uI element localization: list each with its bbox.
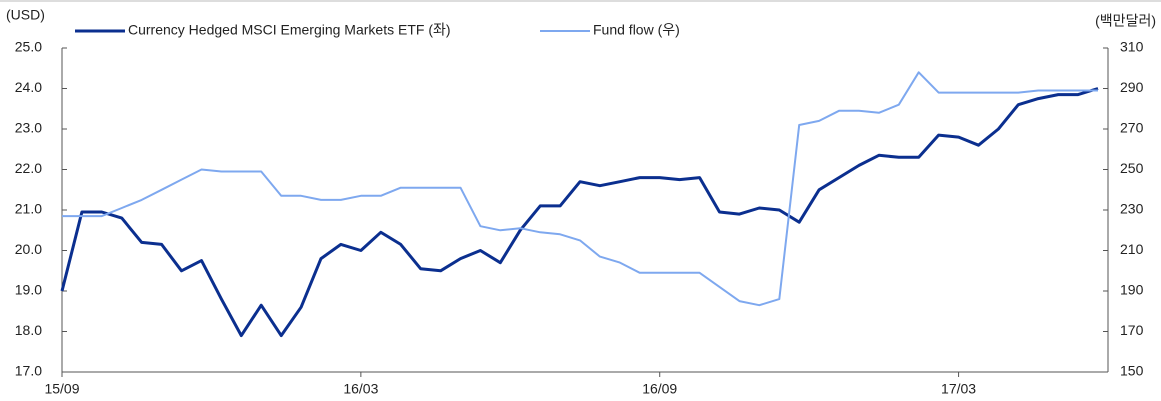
y2-tick-label: 310 — [1120, 39, 1144, 55]
y-tick-label: 18.0 — [15, 322, 42, 338]
y2-tick-label: 190 — [1120, 282, 1144, 298]
y-tick-label: 22.0 — [15, 160, 42, 176]
y-tick-label: 19.0 — [15, 282, 42, 298]
y2-tick-label: 170 — [1120, 322, 1144, 338]
y-tick-label: 24.0 — [15, 79, 42, 95]
series-line — [62, 71, 1098, 307]
y-tick-label: 20.0 — [15, 241, 42, 257]
y2-tick-label: 290 — [1120, 79, 1144, 95]
legend-label: Fund flow (우) — [593, 22, 680, 38]
y-tick-label: 23.0 — [15, 120, 42, 136]
y-tick-label: 25.0 — [15, 39, 42, 55]
series-line — [60, 87, 1099, 338]
y2-tick-label: 150 — [1120, 363, 1144, 379]
y-tick-label: 17.0 — [15, 363, 42, 379]
x-tick-label: 16/03 — [343, 381, 378, 397]
y2-axis-label: (백만달러) — [1095, 13, 1156, 29]
x-tick-label: 15/09 — [44, 381, 79, 397]
y-tick-label: 21.0 — [15, 201, 42, 217]
y-axis-label: (USD) — [6, 7, 45, 23]
y2-tick-label: 210 — [1120, 241, 1144, 257]
legend-label: Currency Hedged MSCI Emerging Markets ET… — [128, 22, 451, 38]
y2-tick-label: 230 — [1120, 201, 1144, 217]
y2-tick-label: 270 — [1120, 120, 1144, 136]
x-tick-label: 16/09 — [642, 381, 677, 397]
y2-tick-label: 250 — [1120, 160, 1144, 176]
x-tick-label: 17/03 — [941, 381, 976, 397]
